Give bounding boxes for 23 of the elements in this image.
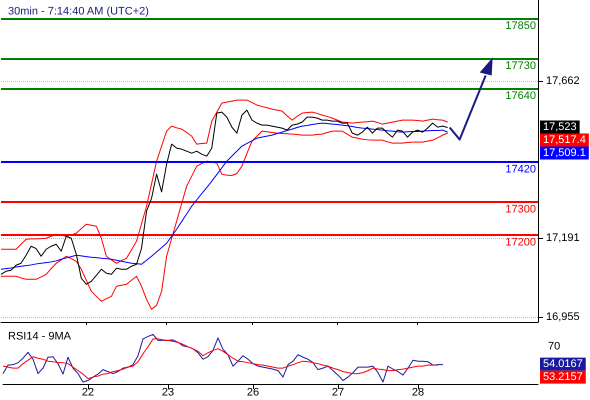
chart-title: RSI14 - 9MA	[8, 330, 72, 342]
ref-line-label: 17640	[505, 90, 536, 102]
text: 17,509.1	[543, 146, 586, 159]
text: 70	[548, 340, 560, 352]
ref-line-label: 17420	[505, 163, 536, 176]
text: 54.0167	[543, 358, 583, 370]
x-tick-label: 27	[332, 386, 344, 398]
text: 30min - 7:14:40 AM (UTC+2)	[8, 6, 149, 18]
y-tick-label: 17,662	[546, 75, 580, 88]
text: 17,523	[543, 120, 577, 133]
ref-line-label: 17730	[505, 60, 536, 72]
x-tick-label: 28	[412, 386, 424, 398]
ref-line-label: 17200	[505, 236, 536, 249]
ref-line-label: 17300	[505, 203, 536, 216]
y-tick-label: 16,955	[546, 310, 580, 323]
x-tick-label: 22	[82, 386, 94, 398]
x-tick-label: 26	[246, 386, 260, 398]
y-tick-label: 17,191	[546, 232, 580, 244]
text: 17,517.4	[543, 134, 586, 146]
line-series	[0, 110, 448, 285]
x-tick-label: 23	[162, 386, 174, 398]
text: 53.2157	[543, 371, 583, 384]
ref-line-label: 17850	[505, 20, 536, 32]
